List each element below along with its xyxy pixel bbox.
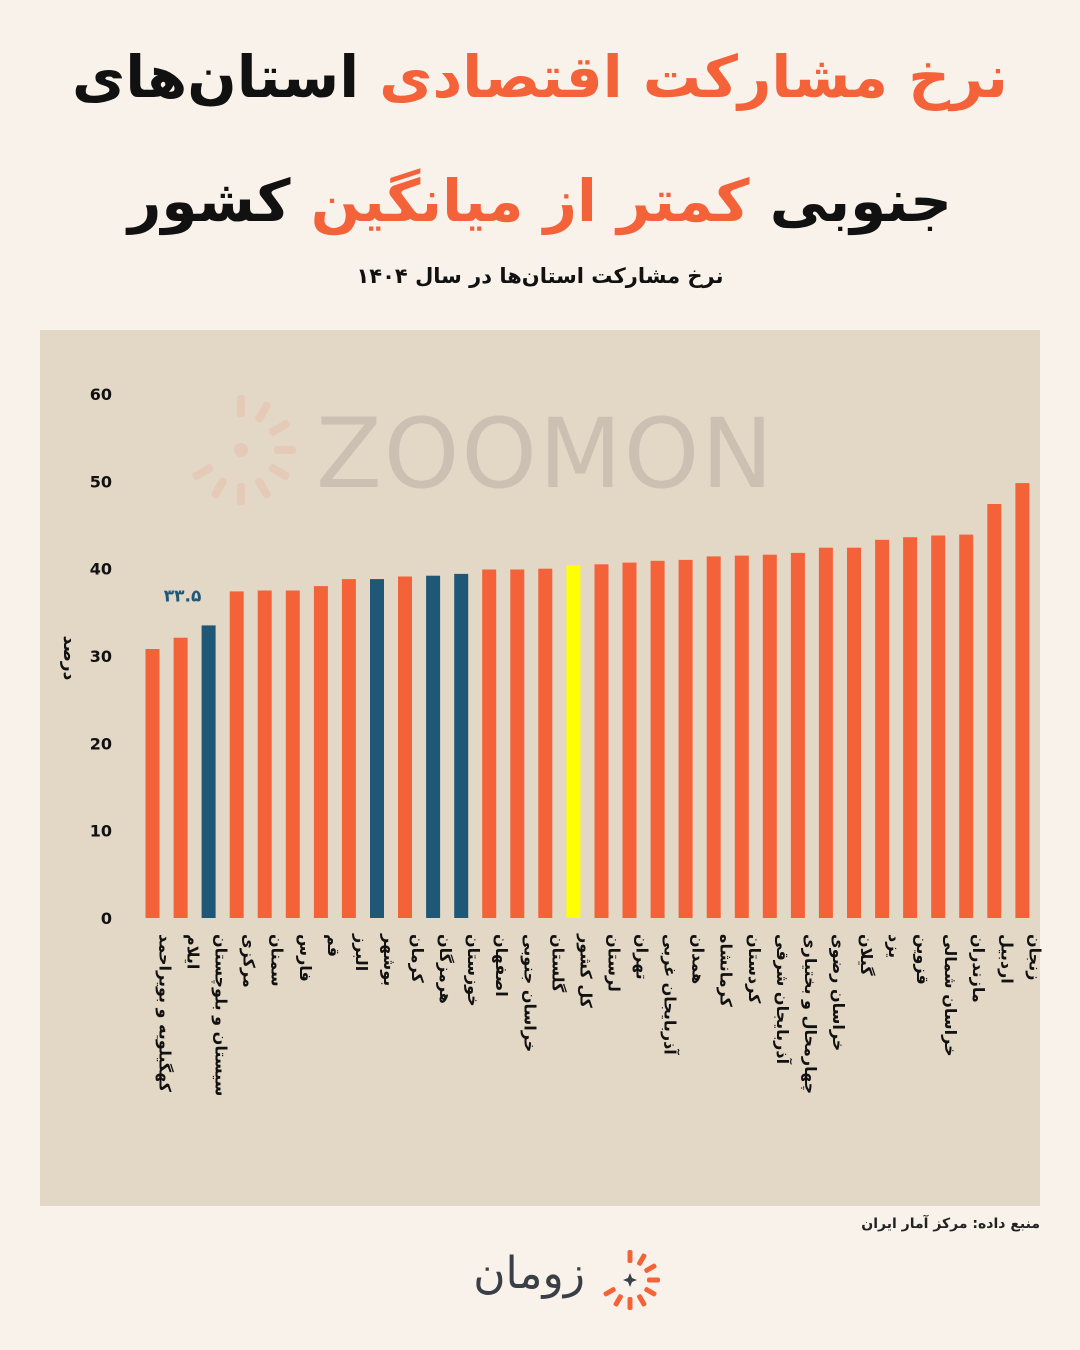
- x-tick-label: کرمانشاه: [717, 934, 736, 1008]
- x-tick-label: خراسان شمالی: [941, 934, 960, 1057]
- bar: [398, 576, 412, 918]
- x-tick-label: همدان: [689, 934, 708, 984]
- data-label: ۳۳.۵: [164, 586, 202, 606]
- x-tick-label: گلستان: [548, 934, 567, 993]
- x-tick-label: خوزستان: [464, 934, 483, 1007]
- bar: [341, 579, 356, 918]
- watermark: ZOOMON: [176, 390, 806, 510]
- x-tick-label: کهگیلویه و بویراحمد: [156, 934, 175, 1093]
- brand-logo: زومان: [420, 1240, 670, 1320]
- bar: [538, 568, 553, 918]
- x-tick-label: کردستان: [745, 934, 764, 1004]
- y-tick-label: 60: [90, 385, 112, 404]
- bar: [594, 564, 609, 918]
- x-tick-label: کل کشور: [576, 933, 595, 1009]
- x-tick-label: قم: [324, 934, 343, 957]
- x-tick-label: سمنان: [268, 934, 287, 987]
- bar: [734, 555, 749, 918]
- x-tick-label: قزوین: [913, 934, 932, 985]
- y-tick-label: 30: [90, 647, 112, 666]
- watermark-text: ZOOMON: [316, 398, 776, 510]
- y-tick-label: 40: [90, 560, 112, 579]
- brand-name: زومان: [473, 1248, 585, 1299]
- title-line2-start: جنوبی: [769, 167, 952, 235]
- y-tick-label: 10: [90, 822, 112, 841]
- bar: [145, 649, 160, 918]
- bars: [145, 483, 1030, 918]
- x-tick-label: یزد: [885, 934, 904, 958]
- x-tick-label: آذربایجان غربی: [661, 934, 681, 1055]
- x-tick-label: سیستان و بلوچستان: [211, 934, 231, 1096]
- bar: [1015, 483, 1030, 918]
- title-line2-highlight: کمتر از میانگین: [310, 167, 750, 235]
- x-tick-label: مازندران: [969, 934, 988, 1003]
- x-tick-label: بوشهر: [380, 933, 399, 986]
- title-line-1: نرخ مشارکت اقتصادی استان‌های: [0, 48, 1080, 106]
- bar: [566, 565, 581, 918]
- bar: [454, 573, 469, 918]
- bar: [903, 537, 918, 918]
- bar: [706, 556, 721, 918]
- bar: [622, 562, 637, 918]
- bar: [510, 569, 525, 918]
- bar: [173, 637, 188, 918]
- title-line1-rest: استان‌های: [72, 43, 360, 111]
- data-source: منبع داده: مرکز آمار ایران: [861, 1216, 1040, 1232]
- x-tick-label: آذربایجان شرقی: [773, 934, 793, 1065]
- x-tick-label: مرکزی: [240, 934, 259, 988]
- bar: [370, 579, 384, 918]
- x-tick-label: تهران: [633, 934, 652, 980]
- x-tick-label: خراسان جنوبی: [520, 934, 539, 1052]
- x-tick-label: زنجان: [1025, 934, 1044, 980]
- chart-subtitle: نرخ مشارکت استان‌ها در سال ۱۴۰۴: [356, 264, 724, 288]
- bar: [875, 539, 890, 918]
- y-axis-label: درصد: [59, 636, 79, 681]
- x-tick-label: چهارمحال و بختیاری: [800, 934, 820, 1094]
- brand-sunburst-icon: [603, 1250, 660, 1310]
- x-tick-label: البرز: [352, 933, 371, 971]
- bar: [847, 547, 861, 918]
- bar: [426, 575, 441, 918]
- watermark-sunburst-icon: [192, 395, 296, 505]
- y-tick-label: 50: [90, 472, 112, 491]
- y-tick-label: 20: [90, 734, 112, 753]
- bar: [313, 586, 328, 918]
- title-line-2: جنوبی کمتر از میانگین کشور: [0, 172, 1080, 230]
- y-axis: 0 10 20 30 40 50 60: [90, 385, 112, 928]
- x-tick-label: ایلام: [184, 934, 203, 969]
- bar: [257, 590, 272, 918]
- x-tick-label: کرمان: [408, 934, 427, 984]
- x-tick-label: فارس: [296, 934, 315, 982]
- title-line2-end: کشور: [127, 167, 291, 235]
- bar: [201, 625, 216, 918]
- bar: [818, 547, 833, 918]
- bar: [678, 559, 693, 918]
- bar: [959, 534, 974, 918]
- x-tick-label: خراسان رضوی: [829, 934, 848, 1051]
- x-tick-label: هرمزگان: [436, 934, 455, 1004]
- x-axis-labels: کهگیلویه و بویراحمد ایلام سیستان و بلوچستا…: [156, 933, 1045, 1096]
- x-tick-label: لرستان: [605, 934, 624, 992]
- bar: [482, 569, 497, 918]
- bar: [987, 504, 1002, 918]
- bar: [229, 591, 244, 918]
- bar: [650, 560, 665, 918]
- x-tick-label: اردبیل: [997, 934, 1016, 984]
- x-tick-label: گیلان: [857, 934, 876, 976]
- bar: [762, 554, 777, 918]
- title-line1-highlight: نرخ مشارکت اقتصادی: [379, 43, 1008, 111]
- bar: [285, 590, 300, 918]
- bar: [790, 552, 805, 918]
- bar: [931, 535, 946, 918]
- y-tick-label: 0: [101, 909, 112, 928]
- x-tick-label: اصفهان: [492, 934, 511, 997]
